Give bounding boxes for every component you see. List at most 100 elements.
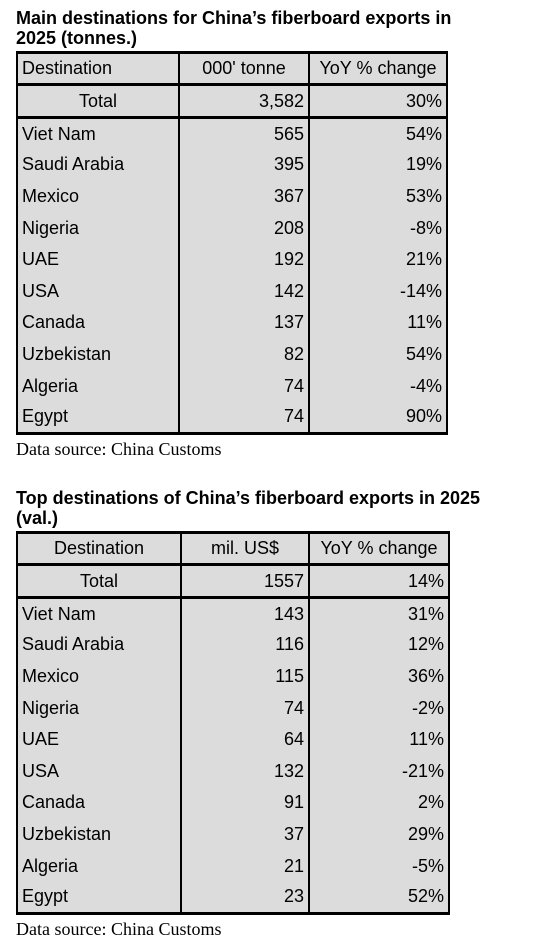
- destination-cell: USA: [16, 275, 180, 308]
- value-cell: 192: [178, 243, 310, 276]
- table-row: Uzbekistan 82 54%: [16, 338, 448, 371]
- yoy-cell: 19%: [308, 149, 448, 181]
- yoy-cell: -21%: [308, 755, 450, 788]
- value-table-section: Top destinations of China’s fiberboard e…: [16, 488, 480, 939]
- destination-cell: UAE: [16, 723, 182, 756]
- table-row: Algeria 21 -5%: [16, 850, 450, 882]
- header-destination: Destination: [16, 531, 182, 566]
- yoy-cell: 36%: [308, 660, 450, 693]
- table-row: Uzbekistan 37 29%: [16, 818, 450, 851]
- table-row: Algeria 74 -4%: [16, 370, 448, 402]
- header-volume: 000' tonne: [178, 51, 310, 86]
- yoy-cell: -8%: [308, 212, 448, 244]
- table-row: Nigeria 74 -2%: [16, 692, 450, 724]
- total-value: 3,582: [178, 84, 310, 119]
- table-row: USA 132 -21%: [16, 755, 450, 788]
- destination-cell: Egypt: [16, 401, 180, 435]
- total-value: 1557: [180, 564, 310, 599]
- value-table-body: Total 1557 14% Viet Nam 143 31% Saudi Arabi…: [16, 564, 450, 915]
- table-row: Mexico 367 53%: [16, 180, 448, 213]
- total-label: Total: [16, 84, 180, 119]
- value-cell: 21: [180, 850, 310, 882]
- destination-cell: Nigeria: [16, 212, 180, 244]
- yoy-cell: 54%: [308, 117, 448, 150]
- table-row: Nigeria 208 -8%: [16, 212, 448, 244]
- destination-cell: Uzbekistan: [16, 818, 182, 851]
- value-table-title: Top destinations of China’s fiberboard e…: [16, 488, 481, 528]
- data-source-note: Data source: China Customs: [16, 918, 222, 939]
- yoy-cell: -4%: [308, 370, 448, 402]
- yoy-cell: 53%: [308, 180, 448, 213]
- value-cell: 115: [180, 660, 310, 693]
- value-cell: 395: [178, 149, 310, 181]
- value-cell: 74: [178, 401, 310, 435]
- value-cell: 82: [178, 338, 310, 371]
- volume-table-section: Main destinations for China’s fiberboard…: [16, 8, 451, 459]
- destination-cell: Viet Nam: [16, 597, 182, 630]
- table-row: UAE 192 21%: [16, 243, 448, 276]
- value-table: Destination mil. US$ YoY % change Total …: [16, 531, 450, 915]
- value-cell: 91: [180, 787, 310, 819]
- destination-cell: Uzbekistan: [16, 338, 180, 371]
- yoy-cell: 21%: [308, 243, 448, 276]
- yoy-cell: 2%: [308, 787, 450, 819]
- yoy-cell: 52%: [308, 881, 450, 915]
- yoy-cell: 11%: [308, 723, 450, 756]
- volume-table: Destination 000' tonne YoY % change Tota…: [16, 51, 448, 435]
- yoy-cell: 29%: [308, 818, 450, 851]
- value-cell: 64: [180, 723, 310, 756]
- header-destination: Destination: [16, 51, 180, 86]
- table-row: Canada 91 2%: [16, 787, 450, 819]
- destination-cell: UAE: [16, 243, 180, 276]
- table-row: Viet Nam 565 54%: [16, 117, 448, 150]
- destination-cell: Saudi Arabia: [16, 149, 180, 181]
- value-cell: 116: [180, 629, 310, 661]
- value-cell: 143: [180, 597, 310, 630]
- header-yoy-change: YoY % change: [308, 51, 448, 86]
- value-cell: 142: [178, 275, 310, 308]
- header-value: mil. US$: [180, 531, 310, 566]
- total-yoy: 30%: [308, 84, 448, 119]
- yoy-cell: -2%: [308, 692, 450, 724]
- value-cell: 74: [178, 370, 310, 402]
- value-cell: 208: [178, 212, 310, 244]
- table-row: Mexico 115 36%: [16, 660, 450, 693]
- destination-cell: Canada: [16, 307, 180, 339]
- table-row: Saudi Arabia 395 19%: [16, 149, 448, 181]
- table-row: Egypt 74 90%: [16, 401, 448, 435]
- total-yoy: 14%: [308, 564, 450, 599]
- volume-table-body: Total 3,582 30% Viet Nam 565 54% Saudi Arab…: [16, 84, 448, 435]
- yoy-cell: 31%: [308, 597, 450, 630]
- table-header-row: Destination mil. US$ YoY % change: [16, 531, 450, 566]
- table-row: Viet Nam 143 31%: [16, 597, 450, 630]
- total-row: Total 3,582 30%: [16, 84, 448, 119]
- destination-cell: Mexico: [16, 180, 180, 213]
- destination-cell: Nigeria: [16, 692, 182, 724]
- destination-cell: USA: [16, 755, 182, 788]
- value-cell: 74: [180, 692, 310, 724]
- value-cell: 137: [178, 307, 310, 339]
- yoy-cell: 90%: [308, 401, 448, 435]
- value-cell: 367: [178, 180, 310, 213]
- table-row: USA 142 -14%: [16, 275, 448, 308]
- yoy-cell: 11%: [308, 307, 448, 339]
- destination-cell: Egypt: [16, 881, 182, 915]
- value-cell: 23: [180, 881, 310, 915]
- destination-cell: Algeria: [16, 850, 182, 882]
- destination-cell: Canada: [16, 787, 182, 819]
- table-row: UAE 64 11%: [16, 723, 450, 756]
- destination-cell: Saudi Arabia: [16, 629, 182, 661]
- table-row: Canada 137 11%: [16, 307, 448, 339]
- destination-cell: Mexico: [16, 660, 182, 693]
- volume-table-title: Main destinations for China’s fiberboard…: [16, 8, 452, 48]
- total-label: Total: [16, 564, 182, 599]
- data-source-note: Data source: China Customs: [16, 438, 222, 459]
- destination-cell: Algeria: [16, 370, 180, 402]
- table-row: Saudi Arabia 116 12%: [16, 629, 450, 661]
- value-cell: 132: [180, 755, 310, 788]
- yoy-cell: -14%: [308, 275, 448, 308]
- yoy-cell: -5%: [308, 850, 450, 882]
- table-row: Egypt 23 52%: [16, 881, 450, 915]
- yoy-cell: 54%: [308, 338, 448, 371]
- value-cell: 37: [180, 818, 310, 851]
